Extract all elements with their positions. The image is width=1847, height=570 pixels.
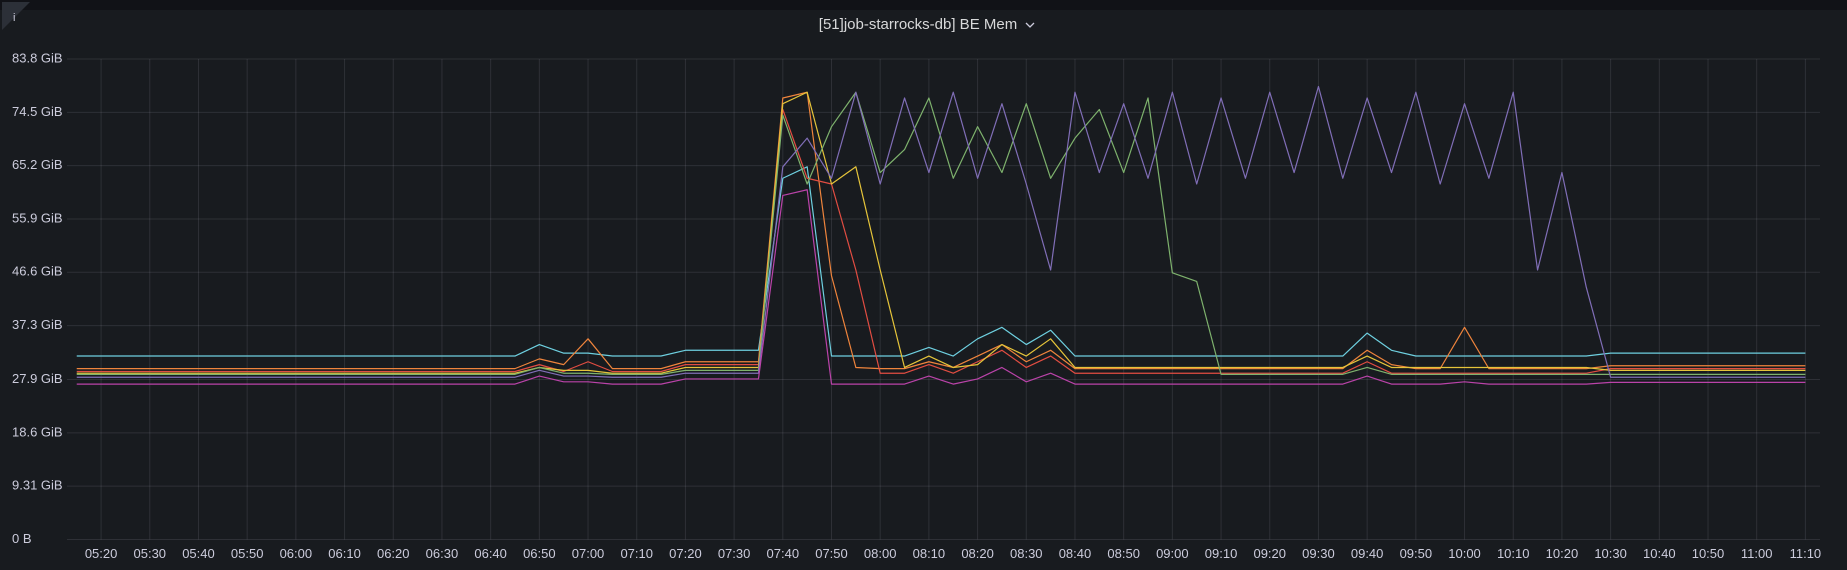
x-tick-label: 09:20 (1253, 546, 1286, 561)
title-chevron[interactable] (1025, 22, 1035, 28)
y-tick-label: 65.2 GiB (12, 157, 63, 172)
x-tick-label: 09:30 (1302, 546, 1335, 561)
x-tick-label: 07:20 (669, 546, 702, 561)
x-tick-label: 09:50 (1400, 546, 1433, 561)
x-tick-label: 10:20 (1546, 546, 1579, 561)
x-tick-label: 09:00 (1156, 546, 1189, 561)
x-tick-label: 05:40 (182, 546, 215, 561)
y-tick-label: 9.31 GiB (12, 478, 63, 493)
x-tick-label: 08:40 (1059, 546, 1092, 561)
x-tick-label: 06:50 (523, 546, 556, 561)
x-tick-label: 08:00 (864, 546, 897, 561)
x-tick-label: 06:40 (474, 546, 507, 561)
x-tick-label: 10:30 (1594, 546, 1627, 561)
x-tick-label: 06:30 (426, 546, 459, 561)
x-tick-label: 05:50 (231, 546, 264, 561)
x-tick-label: 06:20 (377, 546, 410, 561)
x-tick-label: 07:30 (718, 546, 751, 561)
y-tick-label: 55.9 GiB (12, 210, 63, 225)
x-tick-label: 08:20 (961, 546, 994, 561)
info-icon[interactable]: i (13, 12, 15, 24)
series-line (76, 166, 1806, 357)
x-tick-label: 08:30 (1010, 546, 1043, 561)
plot: 0 B 9.31 GiB 18.6 GiB 27.9 GiB 37.3 GiB 46.6 … (12, 50, 1821, 561)
x-tick-label: 10:40 (1643, 546, 1676, 561)
x-tick-label: 06:10 (328, 546, 361, 561)
x-tick-label: 08:10 (913, 546, 946, 561)
x-tick-label: 07:50 (815, 546, 848, 561)
x-tick-label: 06:00 (280, 546, 313, 561)
x-tick-label: 07:00 (572, 546, 605, 561)
x-tick-label: 05:20 (85, 546, 118, 561)
x-tick-label: 07:10 (620, 546, 653, 561)
x-tick-label: 11:00 (1741, 546, 1773, 561)
y-tick-label: 18.6 GiB (12, 424, 63, 439)
chart-title[interactable]: [51]job-starrocks-db] BE Mem (819, 16, 1017, 33)
y-tick-label: 37.3 GiB (12, 317, 63, 332)
x-tick-label: 10:10 (1497, 546, 1530, 561)
x-tick-label: 09:10 (1205, 546, 1238, 561)
series-line (76, 91, 1806, 374)
x-tick-label: 09:40 (1351, 546, 1384, 561)
x-tick-label: 10:00 (1448, 546, 1481, 561)
series-line (76, 85, 1806, 378)
x-tick-label: 07:40 (767, 546, 800, 561)
x-tick-label: 08:50 (1107, 546, 1140, 561)
series-line (76, 91, 1806, 375)
y-tick-label: 46.6 GiB (12, 264, 63, 279)
series-line (76, 189, 1806, 385)
x-tick-label: 11:10 (1790, 546, 1822, 561)
x-tick-label: 05:30 (134, 546, 167, 561)
y-tick-label: 83.8 GiB (12, 50, 63, 65)
y-tick-label: 74.5 GiB (12, 104, 63, 119)
series-line (76, 91, 1806, 370)
top-strip (0, 0, 1847, 10)
y-tick-label: 27.9 GiB (12, 371, 63, 386)
y-tick-label: 0 B (12, 531, 32, 546)
x-tick-label: 10:50 (1692, 546, 1725, 561)
series-line (76, 108, 1806, 374)
info-corner[interactable] (2, 2, 30, 30)
